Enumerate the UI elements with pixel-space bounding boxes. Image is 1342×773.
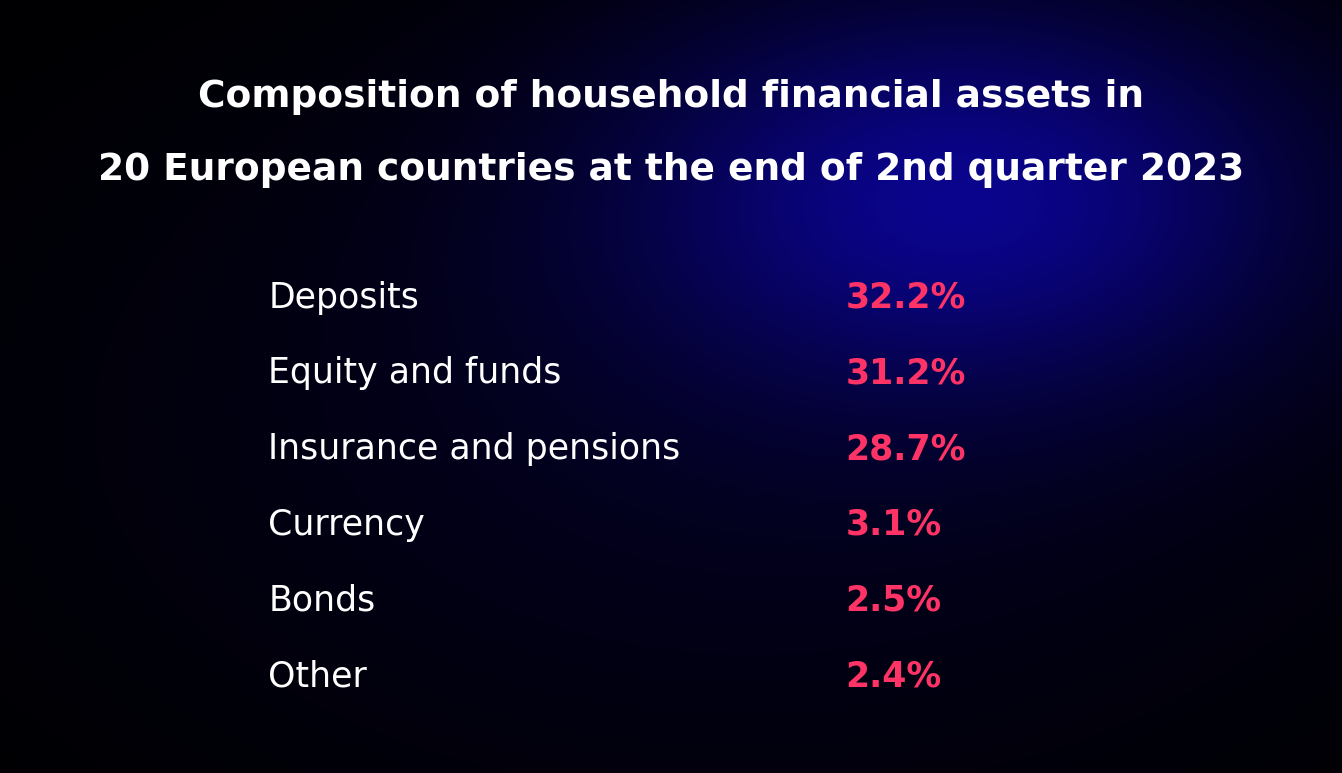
Text: Insurance and pensions: Insurance and pensions: [268, 432, 680, 466]
Text: 28.7%: 28.7%: [845, 432, 966, 466]
Text: Composition of household financial assets in: Composition of household financial asset…: [199, 79, 1143, 114]
Text: 31.2%: 31.2%: [845, 356, 966, 390]
Text: 2.5%: 2.5%: [845, 584, 942, 618]
Text: 2.4%: 2.4%: [845, 659, 942, 693]
Text: Other: Other: [268, 659, 368, 693]
Text: Deposits: Deposits: [268, 281, 419, 315]
Text: 20 European countries at the end of 2nd quarter 2023: 20 European countries at the end of 2nd …: [98, 152, 1244, 188]
Text: 3.1%: 3.1%: [845, 508, 942, 542]
Text: Bonds: Bonds: [268, 584, 376, 618]
Text: Equity and funds: Equity and funds: [268, 356, 562, 390]
Text: 32.2%: 32.2%: [845, 281, 966, 315]
Text: Currency: Currency: [268, 508, 425, 542]
